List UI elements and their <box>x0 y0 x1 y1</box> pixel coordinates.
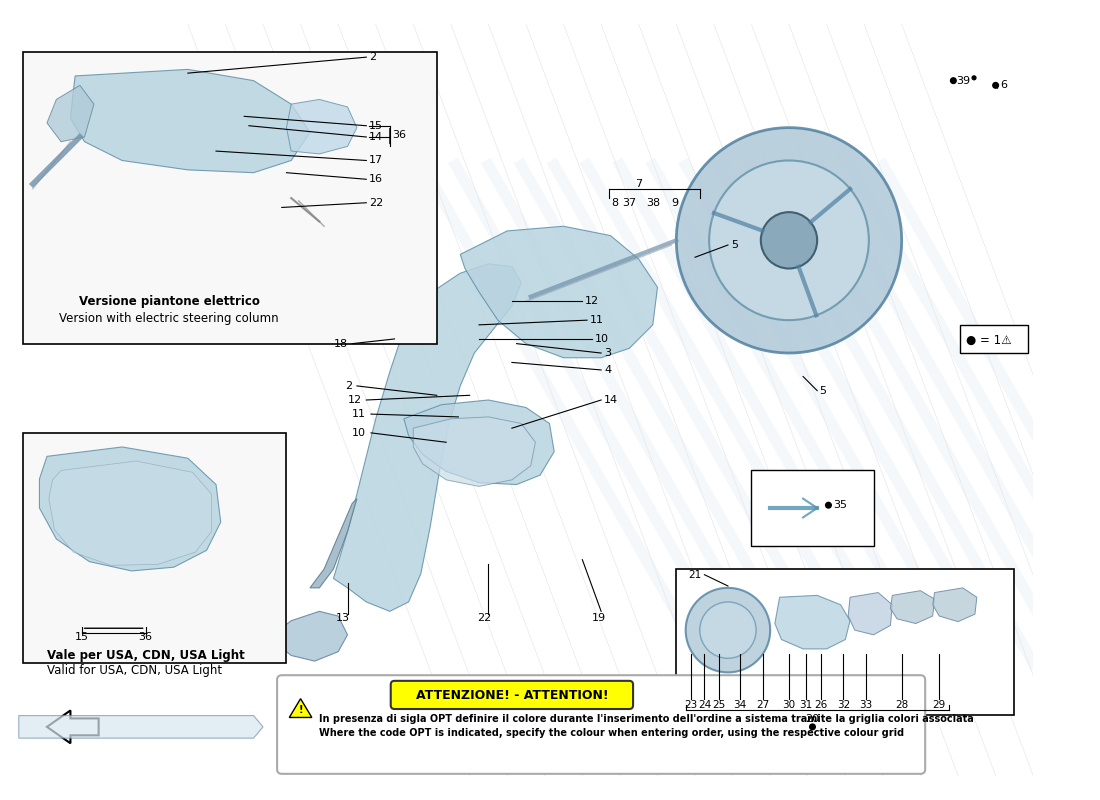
Text: 27: 27 <box>756 700 769 710</box>
Circle shape <box>993 82 999 88</box>
Text: 30: 30 <box>782 700 795 710</box>
Text: 5: 5 <box>730 240 738 250</box>
FancyArrow shape <box>47 710 99 743</box>
Text: 5: 5 <box>820 386 826 396</box>
Text: 3: 3 <box>604 348 611 358</box>
Circle shape <box>710 161 869 320</box>
Text: 16: 16 <box>370 174 383 184</box>
Text: 25: 25 <box>712 700 725 710</box>
Text: 23: 23 <box>684 700 697 710</box>
Text: 28: 28 <box>895 700 909 710</box>
Text: 12: 12 <box>348 395 362 405</box>
Polygon shape <box>404 400 554 485</box>
Text: 22: 22 <box>477 613 492 623</box>
Text: 2: 2 <box>370 52 376 62</box>
Polygon shape <box>286 99 356 154</box>
FancyBboxPatch shape <box>390 681 634 709</box>
FancyBboxPatch shape <box>277 675 925 774</box>
Text: 34: 34 <box>734 700 747 710</box>
Polygon shape <box>460 226 658 358</box>
Text: 22: 22 <box>370 198 384 208</box>
Polygon shape <box>273 611 348 661</box>
Text: 15: 15 <box>370 121 383 130</box>
Polygon shape <box>685 588 770 672</box>
Polygon shape <box>289 698 311 718</box>
Text: 9: 9 <box>671 198 678 208</box>
Text: Valid for USA, CDN, USA Light: Valid for USA, CDN, USA Light <box>47 664 222 677</box>
Polygon shape <box>333 264 521 611</box>
Bar <box>23 433 286 663</box>
Circle shape <box>810 724 815 730</box>
Polygon shape <box>933 588 977 622</box>
Text: 21: 21 <box>689 570 702 580</box>
Text: 37: 37 <box>623 198 637 208</box>
Text: 8: 8 <box>612 198 619 208</box>
Bar <box>960 325 1027 353</box>
Polygon shape <box>48 461 211 566</box>
Text: 7: 7 <box>635 179 642 189</box>
Polygon shape <box>70 70 310 173</box>
Text: 24: 24 <box>697 700 711 710</box>
Polygon shape <box>848 593 892 635</box>
Text: Version with electric steering column: Version with electric steering column <box>59 312 279 325</box>
Text: Where the code OPT is indicated, specify the colour when entering order, using t: Where the code OPT is indicated, specify… <box>319 729 904 738</box>
Polygon shape <box>310 498 356 588</box>
Text: 17: 17 <box>370 155 383 166</box>
Circle shape <box>826 502 832 508</box>
Text: 4: 4 <box>604 365 612 375</box>
Text: ● = 1⚠: ● = 1⚠ <box>966 334 1011 346</box>
Bar <box>676 569 1014 714</box>
Text: !: ! <box>298 705 302 715</box>
Circle shape <box>972 76 976 80</box>
Text: 36: 36 <box>393 130 407 140</box>
Polygon shape <box>40 447 221 571</box>
Text: 29: 29 <box>933 700 946 710</box>
Bar <box>751 470 873 546</box>
Text: 2: 2 <box>345 381 352 391</box>
Text: ATTENZIONE! - ATTENTION!: ATTENZIONE! - ATTENTION! <box>416 690 608 702</box>
Text: 15: 15 <box>75 632 89 642</box>
Polygon shape <box>890 590 935 623</box>
Text: 35: 35 <box>833 500 847 510</box>
Polygon shape <box>774 595 850 649</box>
Circle shape <box>950 78 956 83</box>
Text: 6: 6 <box>1000 80 1008 90</box>
Polygon shape <box>47 86 94 142</box>
Polygon shape <box>19 715 263 738</box>
Circle shape <box>700 602 756 658</box>
Text: 10: 10 <box>352 428 366 438</box>
Text: 38: 38 <box>646 198 660 208</box>
Text: 14: 14 <box>604 395 618 405</box>
Text: 14: 14 <box>370 132 383 142</box>
Text: 11: 11 <box>352 409 366 419</box>
Text: 20: 20 <box>805 714 820 724</box>
Text: 31: 31 <box>800 700 813 710</box>
Polygon shape <box>676 128 902 353</box>
Circle shape <box>761 212 817 269</box>
Text: 32: 32 <box>837 700 850 710</box>
Bar <box>23 53 437 344</box>
Text: 10: 10 <box>595 334 608 344</box>
Text: Versione piantone elettrico: Versione piantone elettrico <box>78 295 260 308</box>
Text: Vale per USA, CDN, USA Light: Vale per USA, CDN, USA Light <box>47 649 244 662</box>
Text: 26: 26 <box>814 700 827 710</box>
Text: 39: 39 <box>956 76 970 86</box>
Text: 13: 13 <box>336 613 350 623</box>
Text: 12: 12 <box>585 296 600 306</box>
Text: 33: 33 <box>859 700 872 710</box>
Text: 11: 11 <box>590 315 604 325</box>
Text: 19: 19 <box>592 613 606 623</box>
Polygon shape <box>414 417 536 486</box>
Text: 18: 18 <box>333 338 348 349</box>
Text: 36: 36 <box>139 632 153 642</box>
Text: In presenza di sigla OPT definire il colore durante l'inserimento dell'ordine a : In presenza di sigla OPT definire il col… <box>319 714 975 724</box>
